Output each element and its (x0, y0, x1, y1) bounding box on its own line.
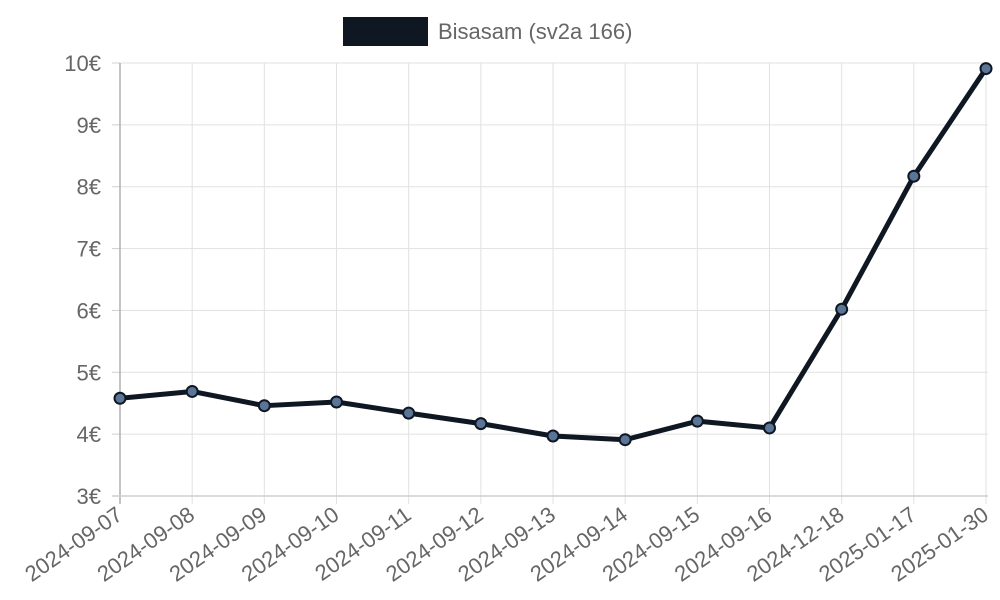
y-tick-label: 3€ (77, 484, 101, 509)
data-point[interactable] (257, 399, 271, 413)
data-point[interactable] (618, 433, 632, 447)
data-point[interactable] (690, 414, 704, 428)
data-point[interactable] (330, 395, 343, 409)
series-group (113, 62, 993, 447)
x-axis-labels: 2024-09-072024-09-082024-09-092024-09-10… (20, 502, 993, 587)
data-point[interactable] (763, 421, 776, 435)
y-axis-labels: 3€ 4€ 5€ 6€ 7€ 8€ 9€ 10€ (64, 51, 101, 509)
y-tick-label: 10€ (64, 51, 101, 76)
y-tick-label: 6€ (77, 298, 101, 323)
legend-swatch (343, 17, 428, 46)
data-point[interactable] (474, 417, 488, 431)
legend-label: Bisasam (sv2a 166) (438, 19, 632, 44)
data-point[interactable] (546, 429, 560, 443)
y-tick-label: 4€ (77, 422, 101, 447)
data-point[interactable] (185, 384, 199, 398)
y-tick-label: 7€ (77, 237, 101, 262)
y-tick-label: 8€ (77, 175, 101, 200)
legend[interactable]: Bisasam (sv2a 166) (343, 17, 632, 46)
data-point[interactable] (402, 406, 416, 420)
data-point[interactable] (907, 169, 921, 183)
axes (112, 62, 988, 504)
y-tick-label: 9€ (77, 113, 101, 138)
data-point[interactable] (113, 391, 127, 405)
y-tick-label: 5€ (77, 360, 101, 385)
data-point[interactable] (835, 302, 849, 316)
grid (119, 62, 988, 504)
data-point[interactable] (979, 62, 993, 76)
